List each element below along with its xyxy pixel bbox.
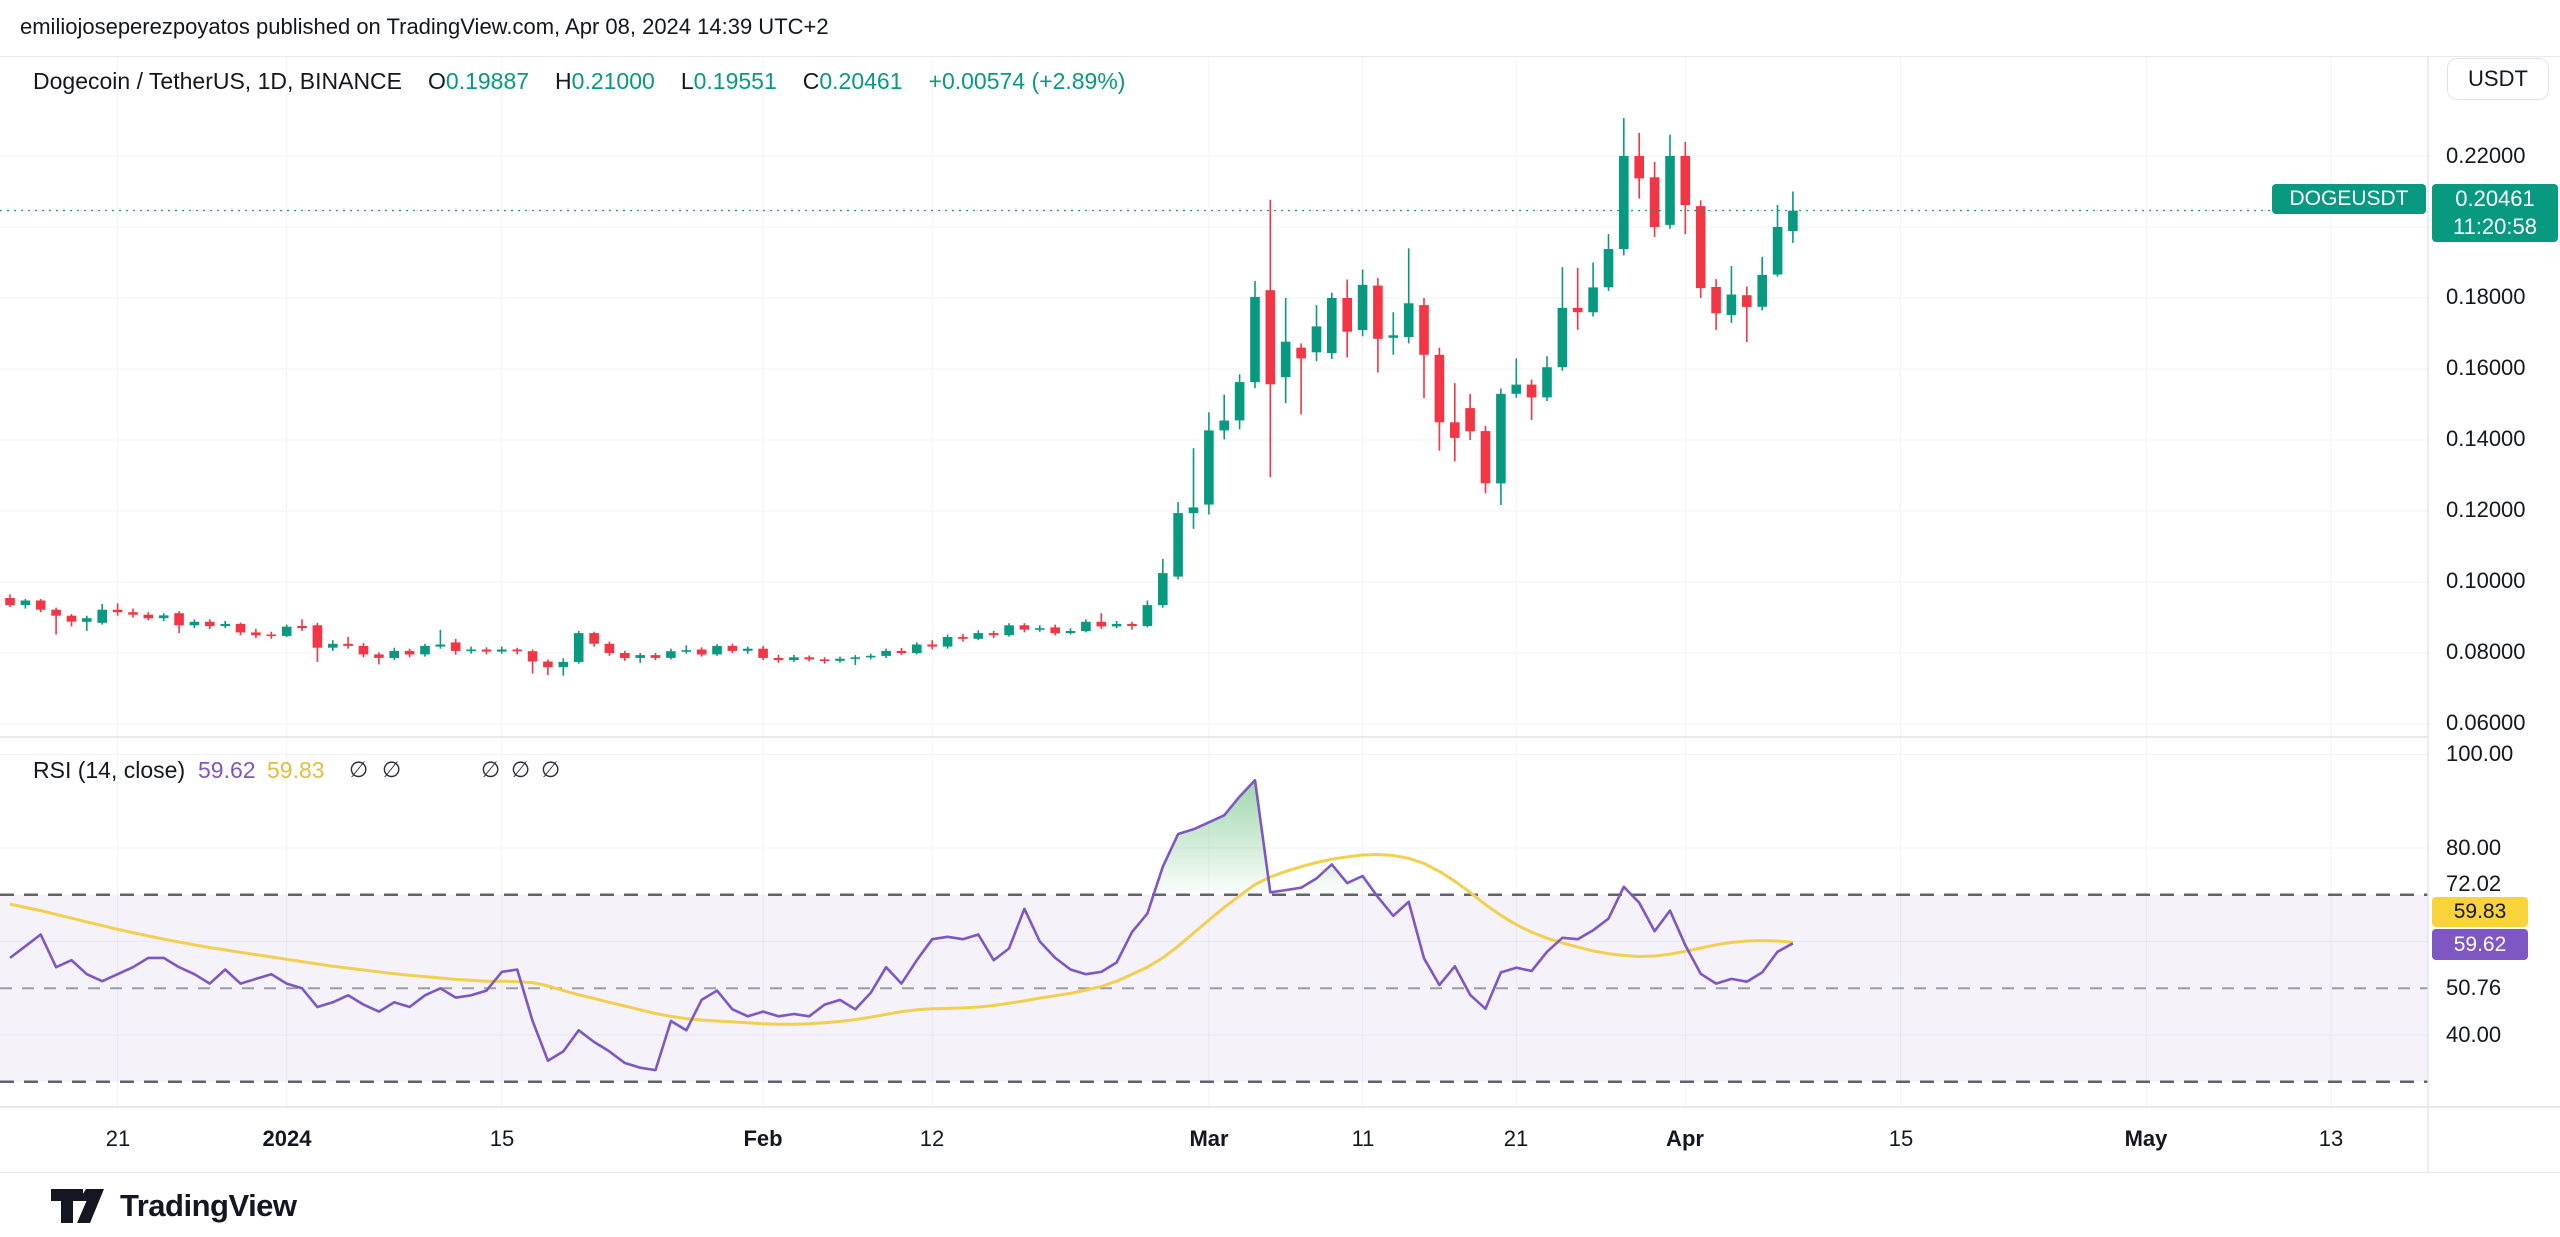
ohlc-open: O0.19887: [428, 68, 529, 95]
rsi-value: 59.62: [198, 757, 256, 783]
price-axis-label: 0.14000: [2446, 426, 2526, 451]
change-value: +0.00574 (+2.89%): [928, 68, 1126, 94]
header-divider: [0, 56, 2560, 57]
time-axis-label: Feb: [743, 1126, 783, 1151]
rsi-axis-badge: 59.62: [2432, 929, 2528, 960]
rsi-empty-value-marker: ∅: [481, 757, 501, 782]
rsi-axis-label: 72.02: [2446, 871, 2502, 896]
price-axis-label: 0.06000: [2446, 710, 2526, 735]
price-axis-label: 0.12000: [2446, 497, 2526, 522]
tradingview-logo-text: TradingView: [120, 1188, 297, 1223]
last-price-badge[interactable]: 0.20461 11:20:58: [2432, 184, 2558, 242]
rsi-empty-value-marker: ∅: [511, 757, 531, 782]
low-value: 0.19551: [693, 68, 777, 94]
rsi-empty-value-marker: ∅: [382, 757, 402, 782]
tradingview-logo[interactable]: TradingView: [50, 1186, 297, 1226]
symbol-title[interactable]: Dogecoin / TetherUS, 1D, BINANCE: [33, 68, 403, 94]
time-axis-label: 15: [1888, 1126, 1914, 1151]
rsi-axis-label: 100.00: [2446, 741, 2514, 766]
rsi-ma-axis-badge: 59.83: [2432, 897, 2528, 927]
ohlc-high: H0.21000: [555, 68, 655, 95]
rsi-axis-label: 40.00: [2446, 1022, 2502, 1047]
time-axis-label: 15: [489, 1126, 515, 1151]
rsi-ma-value: 59.83: [267, 757, 325, 783]
ohlc-close: C0.20461: [803, 68, 903, 95]
time-axis-label: 21: [1503, 1126, 1529, 1151]
rsi-empty-value-marker: ∅: [349, 757, 369, 782]
tradingview-logo-icon: [51, 1189, 104, 1223]
open-label: O: [428, 68, 446, 94]
time-axis-label: 21: [105, 1126, 131, 1151]
rsi-empty-value-marker: ∅: [541, 757, 561, 782]
time-axis-label: May: [2124, 1126, 2168, 1151]
price-axis-label: 0.16000: [2446, 355, 2526, 380]
symbol-price-label-badge: DOGEUSDT: [2272, 184, 2426, 214]
rsi-axis-label: 80.00: [2446, 835, 2502, 860]
price-axis-label: 0.18000: [2446, 284, 2526, 309]
price-axis-label: 0.10000: [2446, 568, 2526, 593]
rsi-legend: RSI (14, close): [33, 757, 185, 784]
rsi-axis-label: 50.76: [2446, 975, 2502, 1000]
currency-toggle-button[interactable]: USDT: [2447, 58, 2549, 100]
symbol-legend: Dogecoin / TetherUS, 1D, BINANCE O0.1988…: [33, 68, 1125, 95]
close-value: 0.20461: [819, 68, 903, 94]
time-axis-label: 13: [2318, 1126, 2344, 1151]
open-value: 0.19887: [445, 68, 530, 94]
time-axis-label: Mar: [1189, 1126, 1229, 1151]
rsi-title[interactable]: RSI (14, close): [33, 757, 186, 783]
high-label: H: [555, 68, 572, 94]
price-axis-label: 0.08000: [2446, 639, 2526, 664]
high-value: 0.21000: [571, 68, 655, 94]
close-label: C: [802, 68, 820, 94]
time-axis-label: 12: [919, 1126, 945, 1151]
published-header: emiliojoseperezpoyatos published on Trad…: [20, 14, 829, 39]
price-axis-label: 0.22000: [2446, 143, 2526, 168]
time-axis-label: Apr: [1666, 1126, 1704, 1151]
ohlc-low: L0.19551: [681, 68, 777, 95]
last-price-value: 0.20461: [2455, 186, 2535, 211]
bar-countdown: 11:20:58: [2452, 214, 2537, 239]
footer-divider: [0, 1172, 2560, 1173]
time-axis-label: 11: [1351, 1126, 1375, 1151]
time-axis-label: 2024: [262, 1126, 312, 1151]
low-label: L: [680, 68, 694, 94]
